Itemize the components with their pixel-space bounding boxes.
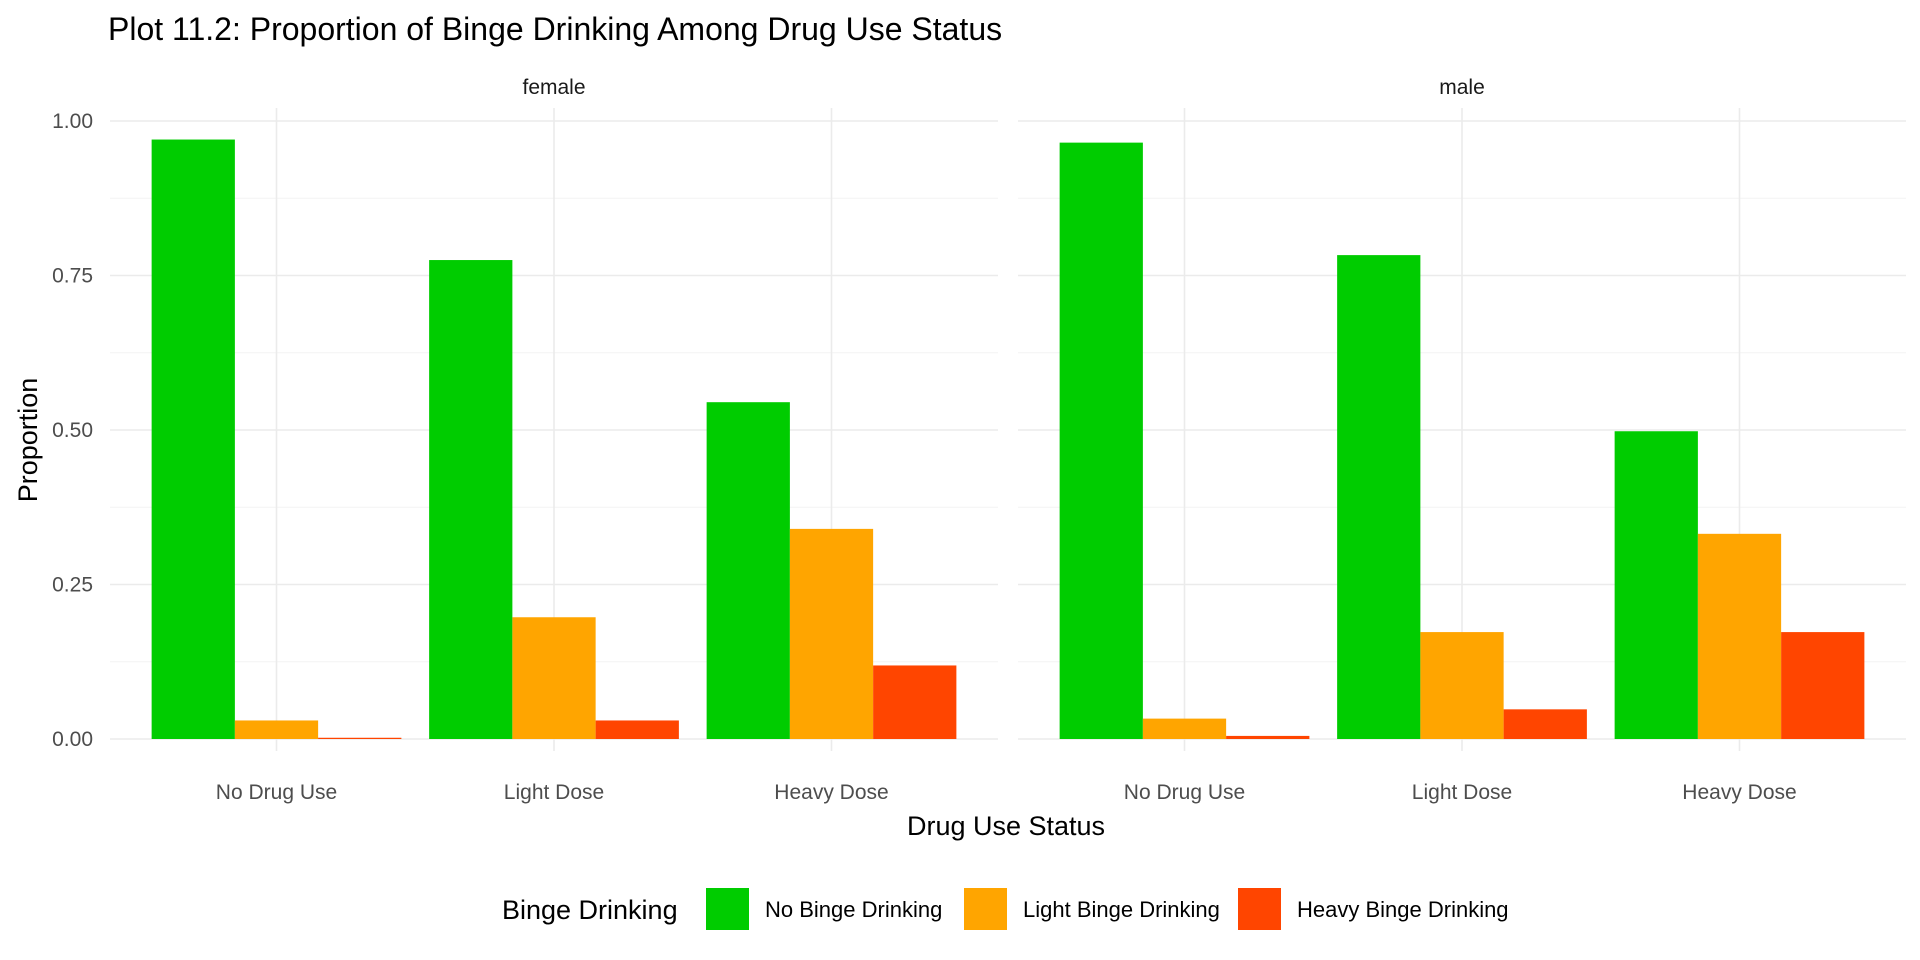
facet-panel-female: female No Drug Use Light Dose Heavy Dose [110,76,998,804]
bar-male-heavy-dose-no-binge-drinking [1614,431,1698,739]
legend-label: Light Binge Drinking [1023,897,1220,922]
y-axis: 0.00 0.25 0.50 0.75 1.00 [52,110,93,751]
x-tick-label: Light Dose [1412,781,1512,804]
facet-label: female [522,76,585,99]
y-axis-title: Proportion [13,378,43,503]
x-tick-label: Heavy Dose [774,781,888,804]
legend-key [1238,888,1281,930]
bar-male-no-drug-use-light-binge-drinking [1142,718,1227,739]
legend-label: No Binge Drinking [765,897,942,922]
bar-female-light-dose-heavy-binge-drinking [595,720,679,739]
legend: Binge Drinking No Binge Drinking Light Bi… [502,888,1509,930]
bar-female-no-drug-use-no-binge-drinking [151,139,235,740]
bar-male-no-drug-use-heavy-binge-drinking [1226,735,1310,739]
x-tick-label: Light Dose [504,781,604,804]
y-tick-label: 1.00 [52,110,93,133]
bar-female-heavy-dose-light-binge-drinking [789,528,874,739]
chart-title: Plot 11.2: Proportion of Binge Drinking … [108,11,1002,47]
x-tick-label: No Drug Use [1124,781,1245,804]
bar-male-no-drug-use-no-binge-drinking [1059,142,1143,739]
y-tick-label: 0.00 [52,728,93,751]
bar-female-heavy-dose-no-binge-drinking [706,402,790,739]
bar-female-heavy-dose-heavy-binge-drinking [873,665,957,739]
bar-male-light-dose-no-binge-drinking [1337,255,1421,740]
bar-male-heavy-dose-heavy-binge-drinking [1781,632,1865,739]
bar-male-light-dose-heavy-binge-drinking [1503,709,1587,739]
legend-key [706,888,749,930]
bar-female-light-dose-no-binge-drinking [429,260,513,739]
facet-panel-male: male No Drug Use Light Dose Heavy Dose [1018,76,1906,804]
legend-items: No Binge Drinking Light Binge Drinking Hea… [706,888,1509,930]
bar-male-light-dose-light-binge-drinking [1420,632,1504,739]
x-axis-title: Drug Use Status [907,811,1105,841]
legend-item: No Binge Drinking [706,888,942,930]
y-tick-label: 0.50 [52,419,93,442]
bar-male-heavy-dose-light-binge-drinking [1697,533,1782,739]
legend-key [964,888,1007,930]
y-tick-label: 0.75 [52,265,93,288]
bar-female-no-drug-use-heavy-binge-drinking [318,737,402,739]
legend-label: Heavy Binge Drinking [1297,897,1509,922]
legend-title: Binge Drinking [502,895,678,925]
y-tick-label: 0.25 [52,574,93,597]
bar-female-no-drug-use-light-binge-drinking [234,720,319,739]
legend-item: Heavy Binge Drinking [1238,888,1509,930]
x-tick-label: Heavy Dose [1682,781,1796,804]
facet-label: male [1439,76,1485,99]
x-tick-label: No Drug Use [216,781,337,804]
bar-female-light-dose-light-binge-drinking [512,617,596,739]
legend-item: Light Binge Drinking [964,888,1220,930]
